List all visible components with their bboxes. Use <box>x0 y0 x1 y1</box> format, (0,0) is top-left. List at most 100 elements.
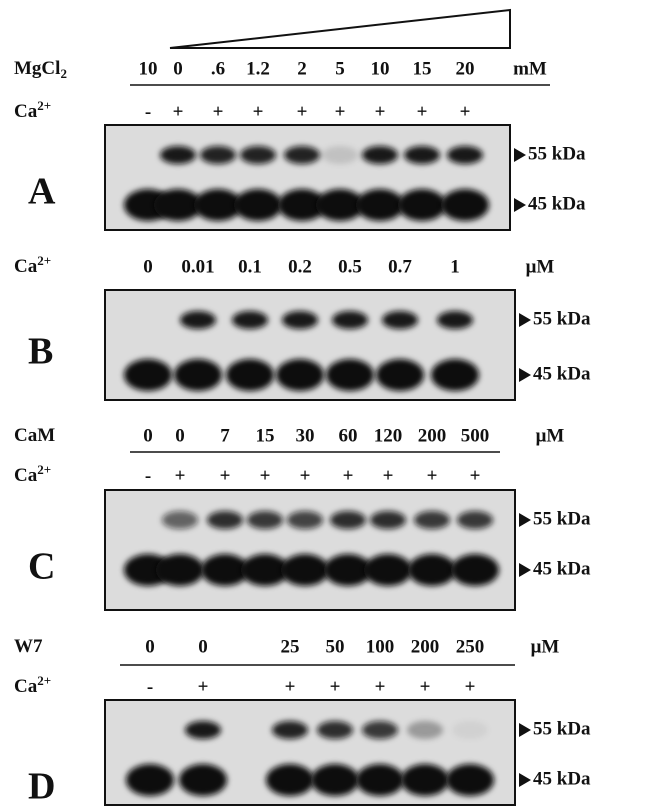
band-55kda <box>162 511 198 529</box>
unit: μM <box>526 256 555 277</box>
marker-arrow <box>519 313 531 327</box>
band-55kda <box>180 311 216 329</box>
marker-arrow <box>519 723 531 737</box>
band-45kda <box>364 554 412 586</box>
marker-label: 45 kDa <box>533 768 591 789</box>
condition-value: 200 <box>418 425 447 446</box>
label-text: Ca <box>14 256 38 277</box>
calcium-sign: + <box>417 101 428 122</box>
condition-value: 30 <box>296 425 315 446</box>
marker-label: 45 kDa <box>533 363 591 384</box>
marker-label: 55 kDa <box>528 143 586 164</box>
condition-value: 500 <box>461 425 490 446</box>
calcium-sign: + <box>343 465 354 486</box>
band-45kda <box>124 359 172 391</box>
marker-label: 55 kDa <box>533 718 591 739</box>
band-55kda <box>322 146 358 164</box>
marker-arrow <box>519 773 531 787</box>
condition-value: 0.2 <box>288 256 312 277</box>
band-45kda <box>154 189 202 221</box>
condition-label: MgCl2 <box>14 58 67 81</box>
panel-letter: B <box>28 331 53 373</box>
band-45kda <box>276 359 324 391</box>
label-text: Ca <box>14 676 38 697</box>
unit: mM <box>513 58 547 79</box>
marker-label: 45 kDa <box>528 193 586 214</box>
condition-value: 10 <box>371 58 390 79</box>
band-45kda <box>311 764 359 796</box>
condition-value: 25 <box>281 636 300 657</box>
band-45kda <box>226 359 274 391</box>
calcium-sign: + <box>420 676 431 697</box>
label-sup: 2+ <box>37 673 51 688</box>
label-text: Ca <box>14 465 38 486</box>
calcium-label: Ca2+ <box>14 98 51 122</box>
band-45kda <box>278 189 326 221</box>
condition-value: 0.5 <box>338 256 362 277</box>
calcium-sign: - <box>145 101 151 122</box>
band-55kda <box>332 311 368 329</box>
marker-arrow <box>514 148 526 162</box>
calcium-sign: + <box>383 465 394 486</box>
condition-value: 20 <box>456 58 475 79</box>
label-sub: 2 <box>60 66 67 81</box>
band-55kda <box>272 721 308 739</box>
label-text: CaM <box>14 425 55 446</box>
condition-value: 100 <box>366 636 395 657</box>
calcium-sign: + <box>375 676 386 697</box>
band-55kda <box>317 721 353 739</box>
marker-arrow <box>519 368 531 382</box>
condition-value: 7 <box>220 425 230 446</box>
condition-label: W7 <box>14 636 43 657</box>
band-45kda <box>446 764 494 796</box>
calcium-sign: + <box>260 465 271 486</box>
band-45kda <box>241 554 289 586</box>
band-55kda <box>447 146 483 164</box>
label-text: MgCl <box>14 58 60 79</box>
band-55kda <box>414 511 450 529</box>
band-55kda <box>362 721 398 739</box>
condition-value: .6 <box>211 58 225 79</box>
band-45kda <box>401 764 449 796</box>
calcium-sign: + <box>220 465 231 486</box>
band-45kda <box>356 764 404 796</box>
band-55kda <box>287 511 323 529</box>
condition-value: 5 <box>335 58 345 79</box>
label-sup: 2+ <box>37 253 51 268</box>
panel-letter: C <box>28 546 55 588</box>
calcium-sign: + <box>335 101 346 122</box>
calcium-sign: + <box>173 101 184 122</box>
band-45kda <box>316 189 364 221</box>
band-45kda <box>324 554 372 586</box>
condition-value: 0 <box>143 425 153 446</box>
band-45kda <box>194 189 242 221</box>
condition-value: 0 <box>145 636 155 657</box>
label-text: Ca <box>14 101 38 122</box>
band-55kda <box>247 511 283 529</box>
condition-value: 50 <box>326 636 345 657</box>
band-45kda <box>201 554 249 586</box>
panel-letter: D <box>28 766 55 808</box>
band-45kda <box>156 554 204 586</box>
calcium-sign: + <box>285 676 296 697</box>
calcium-sign: + <box>460 101 471 122</box>
condition-value: 0 <box>173 58 183 79</box>
calcium-sign: + <box>198 676 209 697</box>
band-55kda <box>232 311 268 329</box>
band-45kda <box>398 189 446 221</box>
calcium-sign: + <box>465 676 476 697</box>
calcium-sign: + <box>253 101 264 122</box>
band-55kda <box>200 146 236 164</box>
calcium-sign: + <box>213 101 224 122</box>
condition-label: CaM <box>14 425 55 446</box>
gel <box>104 489 516 611</box>
band-45kda <box>281 554 329 586</box>
band-55kda <box>282 311 318 329</box>
calcium-sign: + <box>297 101 308 122</box>
band-55kda <box>370 511 406 529</box>
calcium-sign: + <box>375 101 386 122</box>
condition-value: 0 <box>175 425 185 446</box>
condition-value: 120 <box>374 425 403 446</box>
